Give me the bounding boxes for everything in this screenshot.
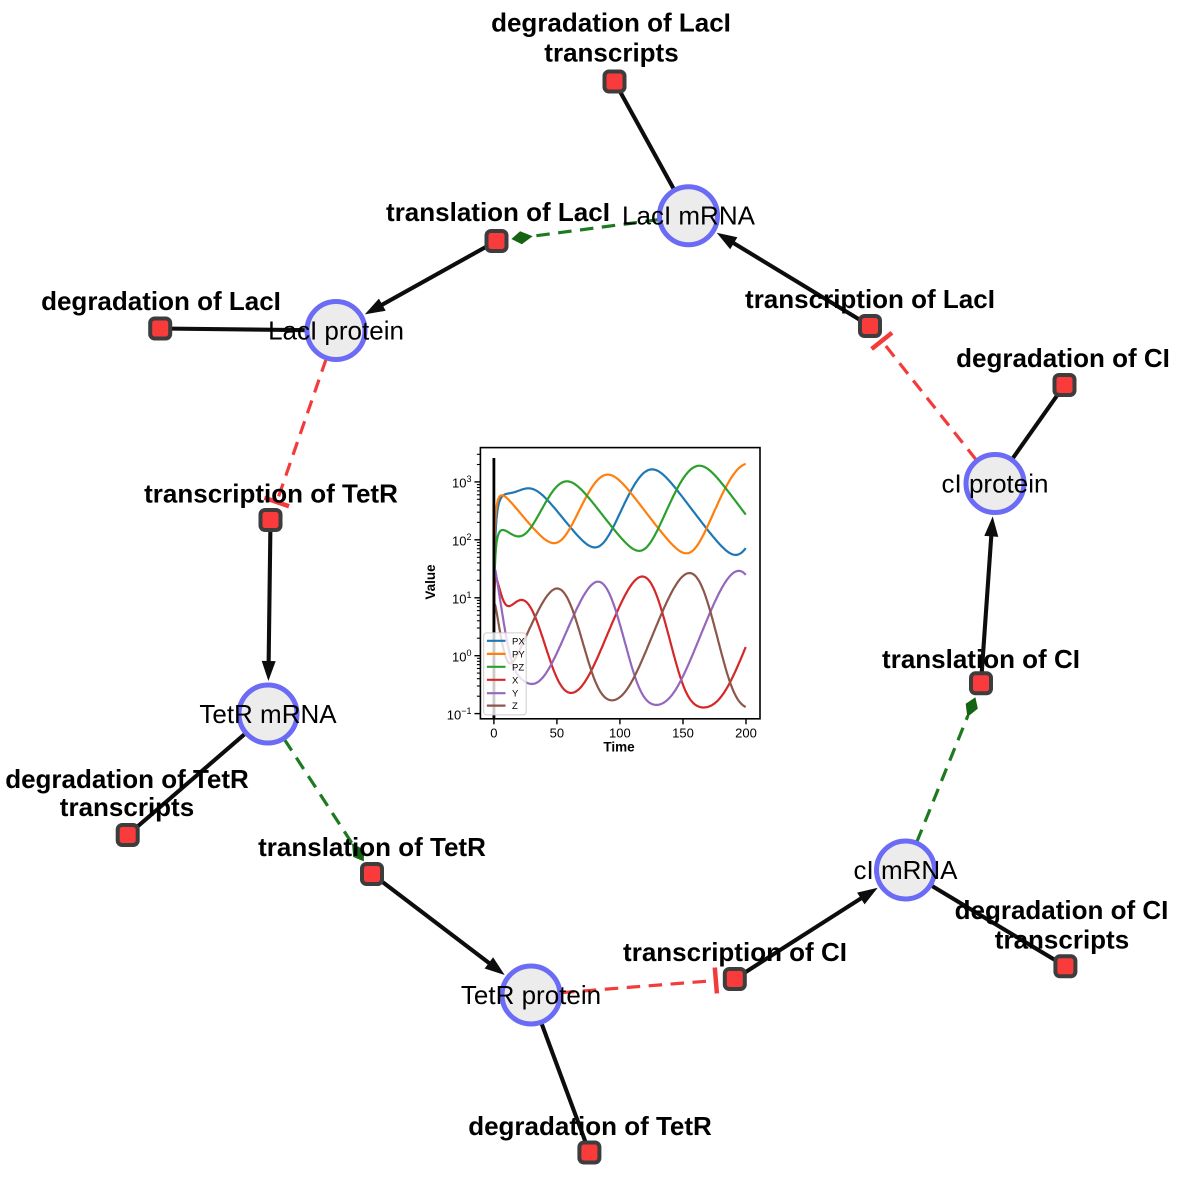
svg-text:200: 200	[735, 725, 757, 740]
svg-text:transcripts: transcripts	[544, 38, 678, 68]
svg-text:10−1: 10−1	[447, 706, 472, 723]
svg-text:TetR protein: TetR protein	[461, 980, 601, 1010]
svg-text:101: 101	[452, 590, 471, 607]
svg-text:102: 102	[452, 532, 471, 549]
svg-text:0: 0	[490, 725, 497, 740]
svg-text:transcription of TetR: transcription of TetR	[144, 479, 398, 509]
svg-text:translation of TetR: translation of TetR	[258, 832, 486, 862]
svg-text:degradation of CI: degradation of CI	[955, 895, 1169, 925]
svg-text:Value: Value	[423, 564, 438, 600]
svg-text:cI mRNA: cI mRNA	[854, 855, 959, 885]
svg-text:50: 50	[550, 725, 564, 740]
svg-text:translation of CI: translation of CI	[882, 644, 1080, 674]
svg-text:degradation of LacI: degradation of LacI	[41, 286, 281, 316]
svg-text:PX: PX	[512, 636, 525, 647]
svg-text:transcripts: transcripts	[995, 925, 1129, 955]
svg-text:Z: Z	[512, 701, 518, 712]
svg-text:Y: Y	[512, 689, 519, 700]
svg-text:degradation of CI: degradation of CI	[956, 343, 1170, 373]
svg-text:transcripts: transcripts	[60, 792, 194, 822]
svg-text:103: 103	[452, 474, 471, 491]
svg-text:translation of LacI: translation of LacI	[386, 197, 610, 227]
svg-text:100: 100	[452, 648, 471, 665]
svg-text:degradation of TetR: degradation of TetR	[468, 1111, 712, 1141]
svg-text:degradation of LacI: degradation of LacI	[491, 8, 731, 38]
svg-text:X: X	[512, 675, 519, 686]
svg-text:150: 150	[672, 725, 694, 740]
svg-text:Time: Time	[603, 740, 635, 755]
svg-text:transcription of CI: transcription of CI	[623, 937, 847, 967]
svg-text:TetR mRNA: TetR mRNA	[199, 699, 337, 729]
svg-text:cI protein: cI protein	[942, 469, 1049, 499]
svg-text:LacI protein: LacI protein	[268, 316, 404, 346]
svg-text:PY: PY	[512, 649, 525, 660]
svg-text:transcription of LacI: transcription of LacI	[745, 284, 995, 314]
svg-text:PZ: PZ	[512, 662, 524, 673]
svg-text:100: 100	[609, 725, 631, 740]
svg-text:degradation of TetR: degradation of TetR	[5, 764, 249, 794]
svg-text:LacI mRNA: LacI mRNA	[622, 201, 756, 231]
